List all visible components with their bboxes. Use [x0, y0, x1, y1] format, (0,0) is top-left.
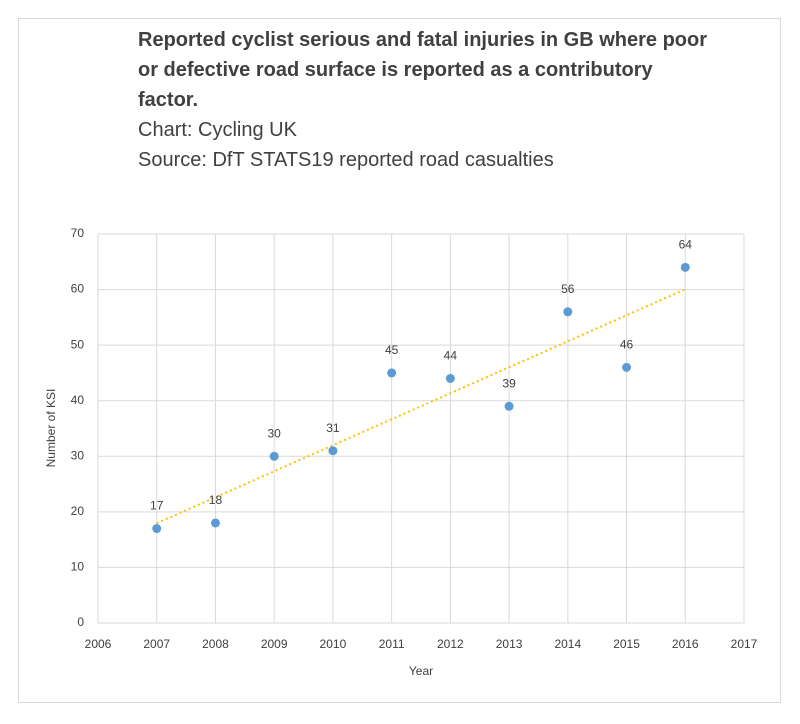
x-tick-label: 2010: [320, 637, 347, 651]
y-tick-label: 60: [71, 282, 85, 296]
trendline: [156, 288, 686, 525]
y-tick-label: 70: [71, 226, 85, 240]
x-tick-label: 2014: [554, 637, 581, 651]
data-label: 64: [679, 238, 693, 252]
chart-frame: [18, 18, 781, 703]
chart-title: Reported cyclist serious and fatal injur…: [138, 29, 708, 111]
y-tick-label: 10: [71, 560, 85, 574]
point: [563, 307, 573, 317]
chart-subtitle: Source: DfT STATS19 reported road casual…: [138, 149, 554, 171]
data-label: 46: [620, 338, 634, 352]
data-label: 17: [150, 499, 164, 513]
chart-subtitle: Chart: Cycling UK: [138, 119, 297, 141]
point: [210, 518, 220, 528]
y-tick-label: 20: [71, 504, 85, 518]
x-tick-label: 2012: [437, 637, 464, 651]
data-label: 18: [209, 493, 223, 507]
point: [387, 368, 397, 378]
data-label: 31: [326, 421, 340, 435]
x-tick-label: 2011: [379, 637, 405, 651]
data-label: 39: [502, 376, 516, 390]
point: [680, 262, 690, 272]
point: [269, 451, 279, 461]
x-axis-label: Year: [409, 664, 433, 678]
data-label: 45: [385, 343, 399, 357]
point: [622, 362, 632, 372]
point: [445, 373, 455, 383]
y-tick-label: 0: [77, 615, 84, 629]
x-tick-label: 2006: [85, 637, 112, 651]
point: [504, 401, 514, 411]
data-label: 44: [444, 349, 458, 363]
x-tick-label: 2013: [496, 637, 523, 651]
data-label: 30: [268, 426, 282, 440]
data-label: 56: [561, 282, 575, 296]
y-axis-label: Number of KSI: [44, 389, 58, 468]
point: [152, 524, 162, 534]
point: [328, 446, 338, 456]
x-tick-label: 2008: [202, 637, 229, 651]
y-tick-label: 50: [71, 337, 85, 351]
y-tick-label: 40: [71, 393, 85, 407]
x-tick-label: 2015: [613, 637, 640, 651]
x-tick-label: 2007: [143, 637, 170, 651]
y-tick-label: 30: [71, 448, 85, 462]
x-tick-label: 2017: [731, 637, 758, 651]
x-tick-label: 2016: [672, 637, 699, 651]
x-tick-label: 2009: [261, 637, 288, 651]
